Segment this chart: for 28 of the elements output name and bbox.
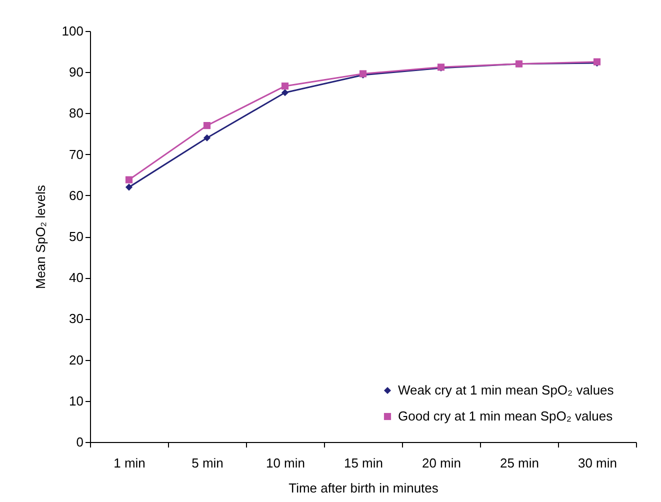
legend-label: Good cry at 1 min mean SpO₂ values xyxy=(398,408,614,424)
x-tick-label: 15 min xyxy=(344,456,384,470)
point xyxy=(281,89,289,96)
point xyxy=(281,82,289,90)
x-tick-label: 25 min xyxy=(500,456,540,470)
y-tick-label: 40 xyxy=(69,270,84,286)
y-tick-label: 70 xyxy=(69,146,84,162)
point xyxy=(125,176,133,184)
x-tick-label: 30 min xyxy=(578,456,618,470)
x-tick-label: 20 min xyxy=(422,456,462,470)
y-tick-label: 80 xyxy=(69,106,84,121)
y-axis-title: Mean SpO₂ levels xyxy=(32,184,48,290)
x-tick-label: 1 min xyxy=(114,456,146,470)
y-tick-label: 30 xyxy=(69,311,84,326)
point xyxy=(203,134,211,142)
y-tick-label: 90 xyxy=(69,64,84,80)
y-tick-label: 20 xyxy=(69,352,84,368)
y-tick-label: 0 xyxy=(76,434,84,450)
y-tick-label: 50 xyxy=(69,229,84,244)
y-tick-label: 10 xyxy=(69,393,84,408)
y-tick-label: 60 xyxy=(69,188,84,203)
y-tick-label: 100 xyxy=(62,24,84,38)
x-tick-label: 5 min xyxy=(192,456,224,470)
x-tick-label: 10 min xyxy=(266,456,306,470)
point xyxy=(125,184,133,191)
legend-label: Weak cry at 1 min mean SpO₂ values xyxy=(398,382,614,398)
x-axis-title: Time after birth in minutes xyxy=(288,480,439,496)
point xyxy=(203,122,211,130)
